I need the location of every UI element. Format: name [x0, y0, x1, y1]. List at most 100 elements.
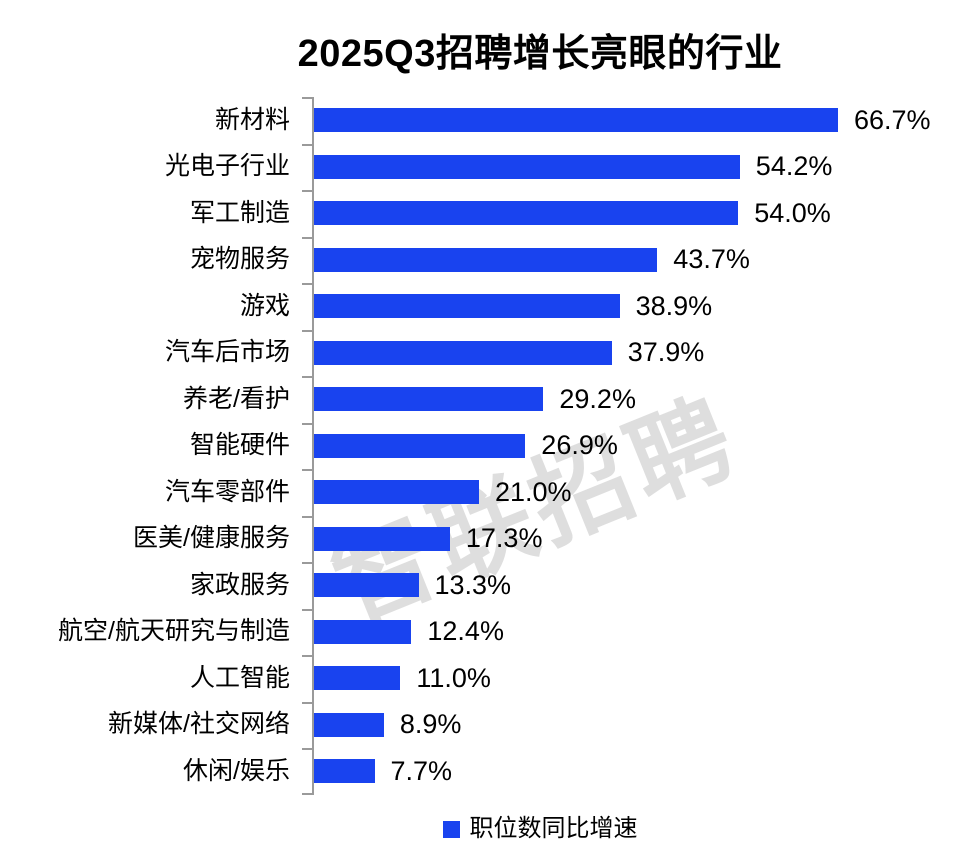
value-label: 21.0%	[495, 476, 572, 507]
bar	[314, 433, 526, 458]
axis-tick	[302, 516, 314, 518]
bar-chart: 新材料 66.7% 光电子行业 54.2% 军工制造 54.0% 宠物服务 43.7% 游戏 38…	[0, 97, 970, 795]
bar	[314, 759, 375, 784]
bar-track: 26.9%	[314, 432, 970, 459]
category-label: 宠物服务	[189, 245, 290, 274]
bar-row: 养老/看护 29.2%	[0, 376, 970, 423]
category-label: 医美/健康服务	[133, 524, 290, 553]
title-container: 2025Q3招聘增长亮眼的行业	[110, 22, 970, 77]
bar	[314, 619, 412, 644]
axis-tick	[302, 97, 314, 99]
category-label: 人工智能	[189, 663, 290, 692]
bar	[314, 712, 384, 737]
bar	[314, 573, 419, 598]
axis-tick	[302, 330, 314, 332]
category-label: 智能硬件	[189, 431, 290, 460]
bar-track: 8.9%	[314, 711, 970, 738]
bar-row: 宠物服务 43.7%	[0, 237, 970, 284]
bar-rows: 新材料 66.7% 光电子行业 54.2% 军工制造 54.0% 宠物服务 43.7% 游戏 38…	[0, 97, 970, 795]
category-label: 航空/航天研究与制造	[58, 617, 290, 646]
category-label: 新媒体/社交网络	[108, 710, 290, 739]
bar-track: 54.0%	[314, 197, 970, 228]
axis-tick	[302, 748, 314, 750]
bar	[314, 666, 401, 691]
bar-track: 11.0%	[314, 662, 970, 693]
bar	[314, 340, 612, 365]
bar	[314, 294, 620, 319]
value-label: 54.0%	[754, 197, 831, 228]
value-label: 8.9%	[399, 709, 462, 740]
bar-row: 汽车零部件 21.0%	[0, 469, 970, 516]
bar-row: 光电子行业 54.2%	[0, 144, 970, 191]
bar	[314, 480, 479, 505]
bar-row: 人工智能 11.0%	[0, 655, 970, 702]
axis-tick	[302, 469, 314, 471]
category-label: 家政服务	[189, 570, 290, 599]
bar	[314, 247, 658, 272]
axis-tick	[302, 237, 314, 239]
value-label: 17.3%	[465, 523, 543, 554]
value-label: 66.7%	[854, 104, 931, 135]
bar-track: 17.3%	[314, 525, 970, 552]
bar	[314, 201, 739, 226]
bar	[314, 387, 544, 412]
bar-track: 21.0%	[314, 476, 970, 507]
bar-row: 家政服务 13.3%	[0, 562, 970, 609]
axis-tick	[302, 702, 314, 704]
value-label: 38.9%	[635, 290, 713, 321]
axis-tick	[302, 144, 314, 146]
bar-row: 休闲/娱乐 7.7%	[0, 748, 970, 795]
value-label: 13.3%	[434, 569, 512, 600]
bar-track: 54.2%	[314, 153, 970, 180]
axis-tick	[302, 655, 314, 657]
chart-title: 2025Q3招聘增长亮眼的行业	[297, 33, 783, 75]
value-label: 29.2%	[559, 383, 636, 414]
bar-row: 游戏 38.9%	[0, 283, 970, 330]
axis-tick	[302, 283, 314, 285]
category-axis-line	[312, 97, 314, 795]
bar-track: 43.7%	[314, 246, 970, 273]
bar-row: 新材料 66.7%	[0, 97, 970, 144]
category-label: 休闲/娱乐	[183, 756, 290, 785]
axis-tick	[302, 376, 314, 378]
value-label: 7.7%	[390, 755, 453, 786]
value-label: 26.9%	[541, 430, 618, 461]
value-label: 11.0%	[416, 662, 491, 693]
bar-track: 29.2%	[314, 383, 970, 414]
bar-track: 38.9%	[314, 290, 970, 321]
bar-row: 智能硬件 26.9%	[0, 423, 970, 470]
axis-tick	[302, 190, 314, 192]
legend: 职位数同比增速	[110, 817, 970, 841]
value-label: 37.9%	[627, 337, 705, 368]
axis-tick	[302, 423, 314, 425]
category-label: 汽车后市场	[164, 338, 290, 367]
bar-row: 新媒体/社交网络 8.9%	[0, 702, 970, 749]
bar-row: 汽车后市场 37.9%	[0, 330, 970, 377]
axis-tick	[302, 793, 314, 795]
value-label: 12.4%	[427, 616, 504, 647]
axis-tick	[302, 562, 314, 564]
bar-row: 医美/健康服务 17.3%	[0, 516, 970, 563]
axis-tick	[302, 609, 314, 611]
bar-track: 66.7%	[314, 104, 970, 135]
legend-swatch	[442, 820, 460, 838]
bar-row: 航空/航天研究与制造 12.4%	[0, 609, 970, 656]
category-label: 游戏	[239, 291, 290, 320]
value-label: 43.7%	[673, 244, 750, 275]
category-label: 汽车零部件	[164, 477, 290, 506]
category-label: 光电子行业	[164, 152, 290, 181]
bar-track: 12.4%	[314, 618, 970, 645]
legend-label: 职位数同比增速	[469, 815, 638, 842]
bar-track: 37.9%	[314, 339, 970, 366]
bar-track: 13.3%	[314, 569, 970, 600]
value-label: 54.2%	[755, 151, 833, 182]
category-label: 养老/看护	[183, 384, 290, 413]
bar	[314, 154, 740, 179]
category-label: 新材料	[214, 105, 290, 134]
bar	[314, 526, 450, 551]
bar-row: 军工制造 54.0%	[0, 190, 970, 237]
bar-track: 7.7%	[314, 755, 970, 786]
category-label: 军工制造	[189, 198, 290, 227]
bar	[314, 108, 838, 133]
